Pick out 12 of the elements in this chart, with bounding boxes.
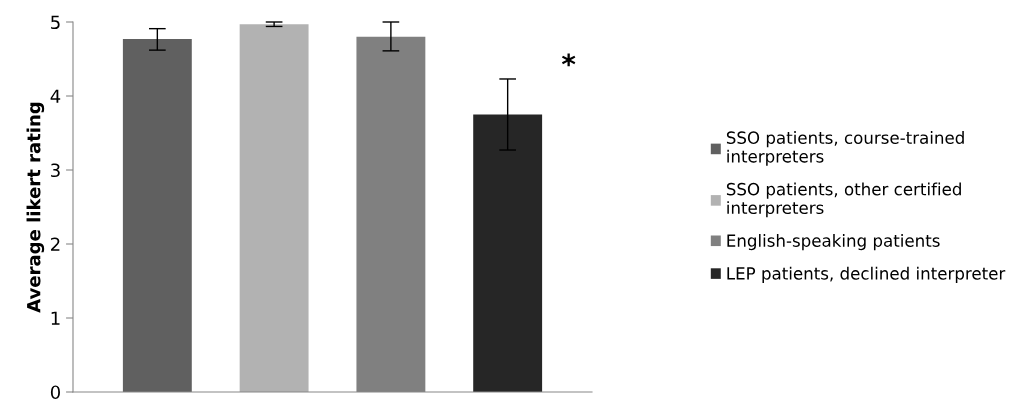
y-tick-label: 0 bbox=[50, 385, 60, 400]
y-tick-label: 3 bbox=[51, 163, 60, 178]
legend-label: SSO patients, course-trained interpreters bbox=[726, 131, 964, 166]
legend-label: LEP patients, declined interpreter bbox=[727, 266, 1006, 283]
y-tick-label: 2 bbox=[51, 237, 60, 251]
legend-label: SSO patients, other certified interpreters bbox=[726, 182, 961, 218]
y-tick-label: 4 bbox=[50, 89, 61, 103]
annotation: * bbox=[561, 53, 576, 67]
y-tick-label: 1 bbox=[51, 311, 60, 325]
legend-label: English-speaking patients bbox=[727, 234, 940, 251]
y-tick-label: 5 bbox=[51, 15, 60, 30]
y-axis-title: Average likert rating bbox=[26, 102, 45, 313]
